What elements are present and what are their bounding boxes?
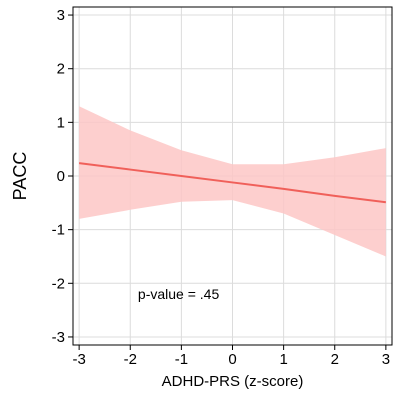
regression-line	[79, 162, 386, 204]
x-tick-label: 2	[331, 351, 339, 368]
x-tick-label: 3	[382, 351, 390, 368]
x-axis-title: ADHD-PRS (z-score)	[162, 373, 304, 390]
x-tick-label: -1	[175, 351, 188, 368]
y-tick-label: -3	[52, 329, 65, 346]
x-tick-label: -2	[124, 351, 137, 368]
y-tick-label: -2	[52, 275, 65, 292]
x-tick-label: -3	[72, 351, 85, 368]
y-axis-title: PACC	[10, 152, 30, 201]
y-tick-label: 0	[57, 168, 65, 185]
y-tick-label: 1	[57, 114, 65, 131]
y-tick-label: 3	[57, 7, 65, 24]
axis-ticks: -3 -2 -1 0 1 2 3 -3 -2 -1 0 1 2 3	[52, 7, 390, 368]
y-tick-label: -1	[52, 222, 65, 239]
x-tick-label: 1	[279, 351, 287, 368]
x-tick-label: 0	[228, 351, 236, 368]
y-tick-label: 2	[57, 61, 65, 78]
p-value-annotation: p-value = .45	[138, 286, 220, 302]
confidence-band	[79, 106, 386, 257]
